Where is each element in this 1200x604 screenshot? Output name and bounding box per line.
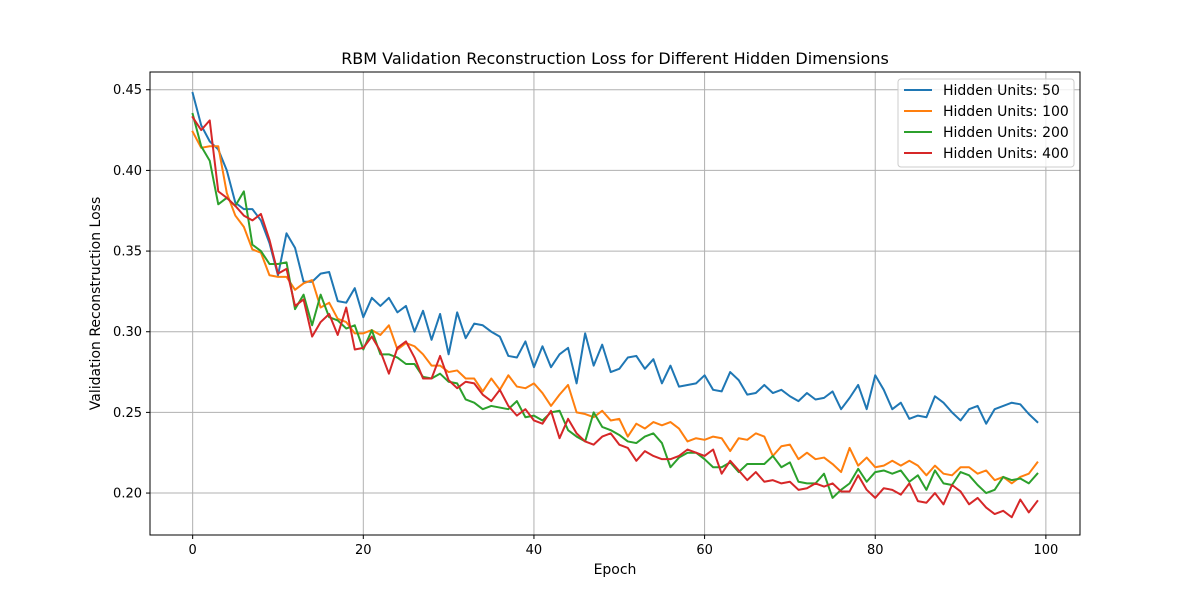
x-tick-label: 100 bbox=[1033, 543, 1058, 558]
x-tick-label: 20 bbox=[355, 543, 372, 558]
y-tick-label: 0.40 bbox=[113, 164, 142, 179]
series-lines bbox=[191, 91, 1039, 519]
x-axis-ticks: 0 20 40 60 80 100 bbox=[189, 535, 1058, 558]
x-tick-label: 60 bbox=[696, 543, 713, 558]
series-line-hidden-units-400 bbox=[191, 115, 1039, 519]
grid bbox=[150, 72, 1080, 535]
legend-label: Hidden Units: 400 bbox=[943, 146, 1069, 162]
series-line-hidden-units-50 bbox=[191, 91, 1039, 425]
y-tick-label: 0.30 bbox=[113, 325, 142, 340]
y-tick-label: 0.45 bbox=[113, 83, 142, 98]
legend: Hidden Units: 50 Hidden Units: 100 Hidde… bbox=[897, 78, 1075, 168]
y-axis-ticks: 0.20 0.25 0.30 0.35 0.40 0.45 bbox=[113, 83, 150, 502]
series-line-hidden-units-200 bbox=[191, 112, 1039, 499]
y-axis-label: Validation Reconstruction Loss bbox=[88, 197, 104, 411]
legend-label: Hidden Units: 50 bbox=[943, 83, 1060, 99]
legend-label: Hidden Units: 200 bbox=[943, 125, 1069, 141]
y-tick-label: 0.20 bbox=[113, 487, 142, 502]
x-tick-label: 0 bbox=[189, 543, 197, 558]
y-tick-label: 0.25 bbox=[113, 406, 142, 421]
x-axis-label: Epoch bbox=[594, 562, 637, 578]
y-tick-label: 0.35 bbox=[113, 245, 142, 260]
legend-frame bbox=[897, 78, 1075, 168]
chart-title: RBM Validation Reconstruction Loss for D… bbox=[341, 49, 889, 68]
x-tick-label: 40 bbox=[526, 543, 543, 558]
series-line-hidden-units-100 bbox=[191, 130, 1039, 485]
x-tick-label: 80 bbox=[867, 543, 884, 558]
legend-label: Hidden Units: 100 bbox=[943, 104, 1069, 120]
plot-frame bbox=[149, 71, 1081, 536]
